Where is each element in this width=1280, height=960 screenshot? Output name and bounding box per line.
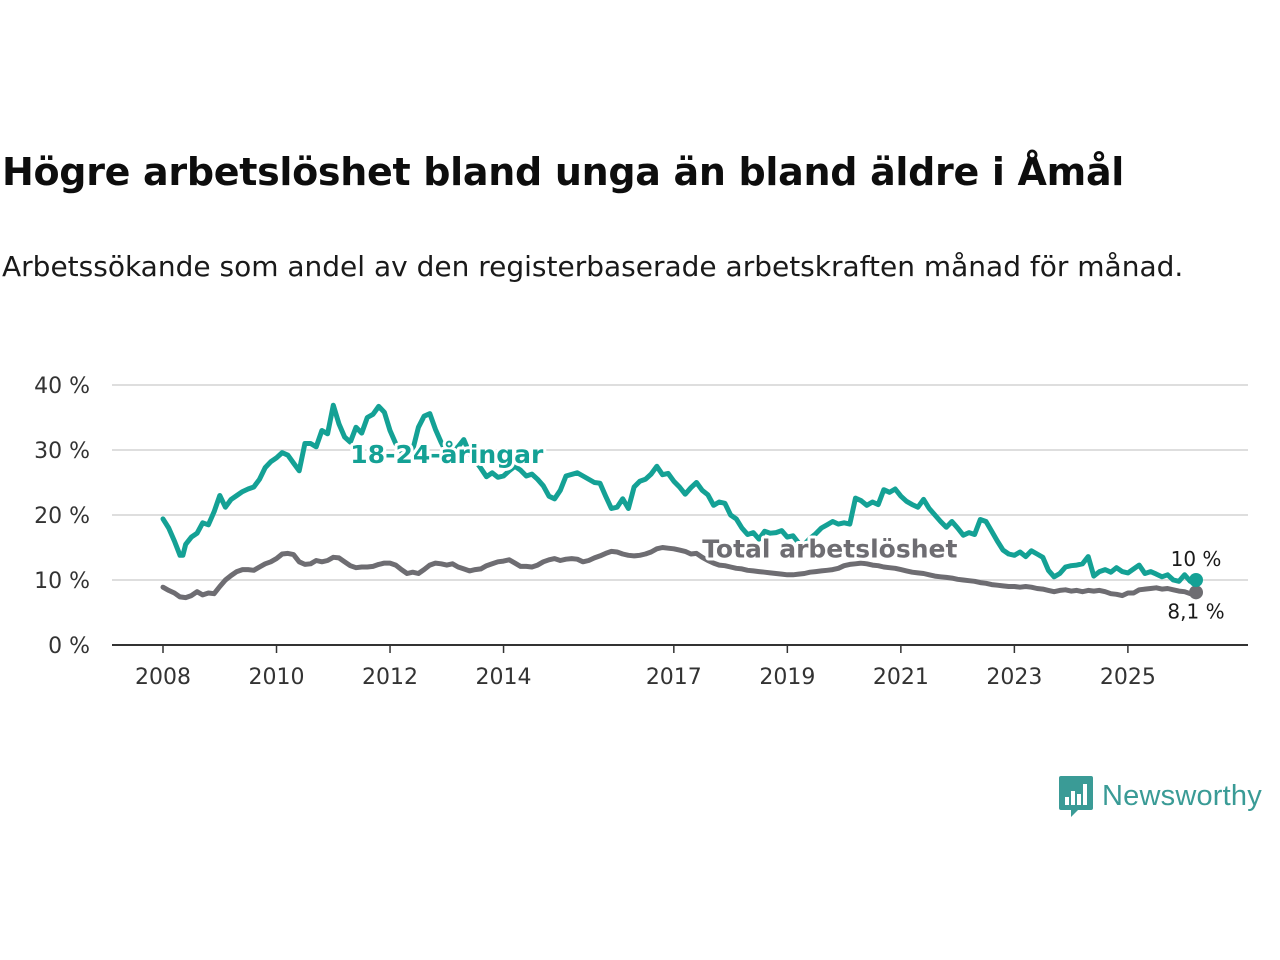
- newsworthy-logo: Newsworthy: [1058, 772, 1280, 820]
- y-tick-label: 10 %: [34, 569, 90, 594]
- line-chart: 0 % 10 % 20 % 30 % 40 % 2008 2010 2012 2014 2017…: [34, 374, 1248, 690]
- x-tick-label: 2021: [873, 665, 929, 690]
- series-lines: [160, 402, 1203, 601]
- y-tick-label: 30 %: [34, 439, 90, 464]
- x-tick-label: 2012: [362, 665, 418, 690]
- series-end-point: [1189, 585, 1203, 600]
- y-tick-label: 40 %: [34, 374, 90, 399]
- brand-name: Newsworthy: [1102, 779, 1262, 812]
- series-labels: 18-24-åringar 10 % Total arbetslöshet 8,1 %: [347, 437, 1226, 625]
- x-tick-label: 2019: [759, 665, 815, 690]
- x-tick-label: 2014: [476, 665, 532, 690]
- series-end-point: [1189, 573, 1203, 587]
- y-tick-label: 20 %: [34, 504, 90, 529]
- y-tick-label: 0 %: [48, 634, 90, 659]
- x-tick-label: 2025: [1100, 665, 1156, 690]
- chart-subtitle: Arbetssökande som andel av den registerb…: [2, 250, 1184, 283]
- x-tick-label: 2023: [986, 665, 1042, 690]
- series-label-youth: 18-24-åringar: [350, 440, 544, 469]
- y-axis-ticks: 0 % 10 % 20 % 30 % 40 %: [34, 374, 90, 659]
- x-tick-label: 2017: [646, 665, 702, 690]
- series-label-total: Total arbetslöshet: [702, 534, 957, 563]
- chart-title: Högre arbetslöshet bland unga än bland ä…: [2, 150, 1125, 194]
- series-end-label: 8,1 %: [1167, 599, 1224, 623]
- series-line-youth: [160, 402, 1199, 584]
- x-axis-ticks: 2008 2010 2012 2014 2017 2019 2021 2023 2025: [135, 645, 1156, 690]
- bar-chart-speech-icon: [1059, 776, 1093, 817]
- series-line-total: [160, 545, 1199, 601]
- series-end-label: 10 %: [1171, 547, 1222, 571]
- x-tick-label: 2008: [135, 665, 191, 690]
- x-tick-label: 2010: [249, 665, 305, 690]
